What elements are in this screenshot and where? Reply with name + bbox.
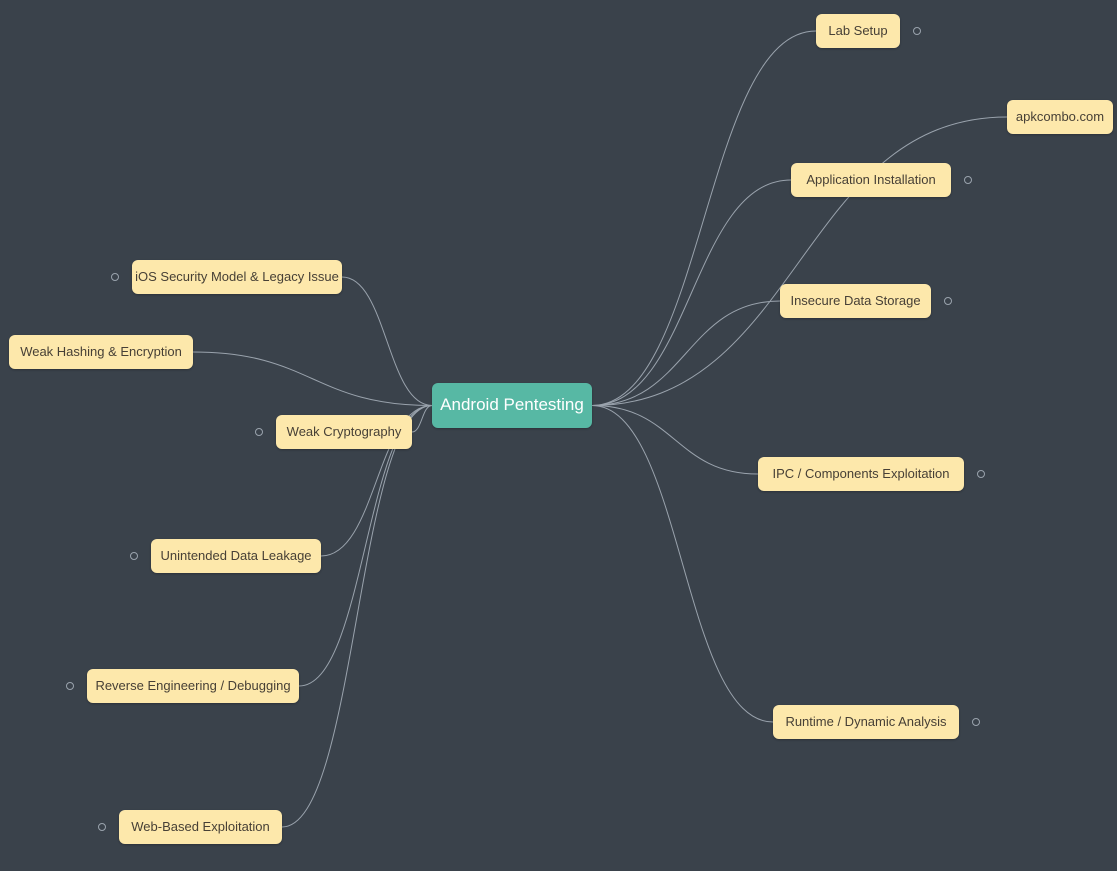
root-label: Android Pentesting <box>440 395 584 415</box>
edge-layer <box>0 0 1117 871</box>
child-label: Web-Based Exploitation <box>131 819 270 835</box>
child-label: Application Installation <box>806 172 935 188</box>
expand-marker-icon[interactable] <box>964 176 972 184</box>
child-node-runtime[interactable]: Runtime / Dynamic Analysis <box>773 705 959 739</box>
expand-marker-icon[interactable] <box>913 27 921 35</box>
child-label: apkcombo.com <box>1016 109 1104 125</box>
mindmap-canvas: Android Pentesting Lab Setup apkcombo.com… <box>0 0 1117 871</box>
child-node-insecure[interactable]: Insecure Data Storage <box>780 284 931 318</box>
child-node-ipc[interactable]: IPC / Components Exploitation <box>758 457 964 491</box>
child-node-weakhash[interactable]: Weak Hashing & Encryption <box>9 335 193 369</box>
child-node-rev[interactable]: Reverse Engineering / Debugging <box>87 669 299 703</box>
expand-marker-icon[interactable] <box>130 552 138 560</box>
child-label: Runtime / Dynamic Analysis <box>785 714 946 730</box>
child-node-apk[interactable]: apkcombo.com <box>1007 100 1113 134</box>
child-node-udl[interactable]: Unintended Data Leakage <box>151 539 321 573</box>
root-node[interactable]: Android Pentesting <box>432 383 592 428</box>
child-node-weakcrypt[interactable]: Weak Cryptography <box>276 415 412 449</box>
child-node-ios[interactable]: iOS Security Model & Legacy Issue <box>132 260 342 294</box>
child-label: Weak Cryptography <box>287 424 402 440</box>
child-label: Unintended Data Leakage <box>160 548 311 564</box>
expand-marker-icon[interactable] <box>111 273 119 281</box>
child-label: Weak Hashing & Encryption <box>20 344 182 360</box>
child-label: Reverse Engineering / Debugging <box>95 678 290 694</box>
child-label: Insecure Data Storage <box>790 293 920 309</box>
expand-marker-icon[interactable] <box>255 428 263 436</box>
child-node-web[interactable]: Web-Based Exploitation <box>119 810 282 844</box>
expand-marker-icon[interactable] <box>972 718 980 726</box>
expand-marker-icon[interactable] <box>98 823 106 831</box>
expand-marker-icon[interactable] <box>944 297 952 305</box>
child-label: Lab Setup <box>828 23 887 39</box>
expand-marker-icon[interactable] <box>977 470 985 478</box>
child-label: iOS Security Model & Legacy Issue <box>135 269 339 285</box>
expand-marker-icon[interactable] <box>66 682 74 690</box>
child-label: IPC / Components Exploitation <box>772 466 949 482</box>
child-node-appinst[interactable]: Application Installation <box>791 163 951 197</box>
child-node-lab[interactable]: Lab Setup <box>816 14 900 48</box>
